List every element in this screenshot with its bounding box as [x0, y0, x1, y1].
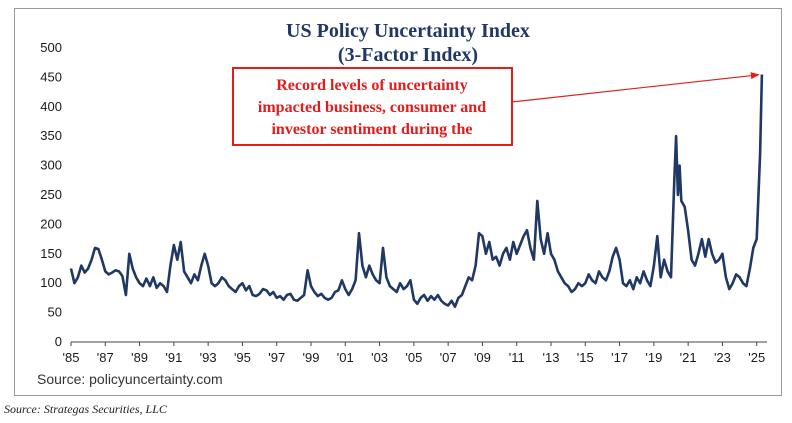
- annotation-arrow-head: [750, 72, 760, 80]
- x-tick-label: '03: [371, 350, 388, 365]
- annotation: Record levels of uncertainty impacted bu…: [232, 67, 760, 146]
- x-tick-label: '97: [268, 350, 285, 365]
- y-tick-label: 150: [40, 246, 62, 261]
- x-tick-label: '87: [97, 350, 114, 365]
- annotation-line: investor sentiment during the: [271, 121, 472, 138]
- x-tick-label: '13: [543, 350, 560, 365]
- x-tick-label: '15: [577, 350, 594, 365]
- x-tick-label: '85: [63, 350, 80, 365]
- y-tick-label: 0: [55, 334, 62, 349]
- x-tick-label: '01: [337, 350, 354, 365]
- chart-title: US Policy Uncertainty Index: [286, 20, 530, 42]
- chart-frame: US Policy Uncertainty Index (3-Factor In…: [14, 8, 782, 396]
- y-tick-label: 50: [48, 305, 62, 320]
- x-tick-label: '21: [680, 350, 697, 365]
- footer-source: Source: Strategas Securities, LLC: [4, 402, 167, 416]
- x-tick-label: '25: [748, 350, 765, 365]
- x-tick-label: '23: [714, 350, 731, 365]
- y-tick-label: 250: [40, 187, 62, 202]
- chart-subtitle: (3-Factor Index): [338, 44, 478, 66]
- x-tick-label: '91: [165, 350, 182, 365]
- x-tick-label: '09: [474, 350, 491, 365]
- y-tick-label: 100: [40, 275, 62, 290]
- chart-source-note: Source: policyuncertainty.com: [37, 371, 223, 387]
- y-tick-label: 200: [40, 216, 62, 231]
- y-tick-label: 350: [40, 128, 62, 143]
- x-tick-label: '05: [405, 350, 422, 365]
- x-tick-label: '17: [611, 350, 628, 365]
- y-axis-ticks: 0 50 100 150 200 250 300 350 400 450 500: [40, 40, 62, 349]
- annotation-arrow: [511, 75, 751, 103]
- x-axis-ticks: '85 '87 '89 '91 '93 '95 '97 '99 '01 '03 '05 '07 '09 '…: [63, 342, 765, 365]
- x-tick-label: '19: [645, 350, 662, 365]
- x-tick-label: '11: [509, 350, 525, 365]
- annotation-box: [232, 67, 513, 146]
- y-tick-label: 400: [40, 99, 62, 114]
- annotation-line: impacted business, consumer and: [258, 99, 486, 116]
- series-line: [69, 74, 764, 308]
- x-tick-label: '99: [303, 350, 320, 365]
- chart-svg: US Policy Uncertainty Index (3-Factor In…: [37, 20, 767, 387]
- y-tick-label: 300: [40, 158, 62, 173]
- y-tick-label: 500: [40, 40, 62, 55]
- x-tick-label: '93: [200, 350, 217, 365]
- x-tick-label: '95: [234, 350, 251, 365]
- y-tick-label: 450: [40, 69, 62, 84]
- annotation-line: Record levels of uncertainty: [276, 77, 468, 94]
- x-tick-label: '07: [440, 350, 457, 365]
- x-tick-label: '89: [131, 350, 148, 365]
